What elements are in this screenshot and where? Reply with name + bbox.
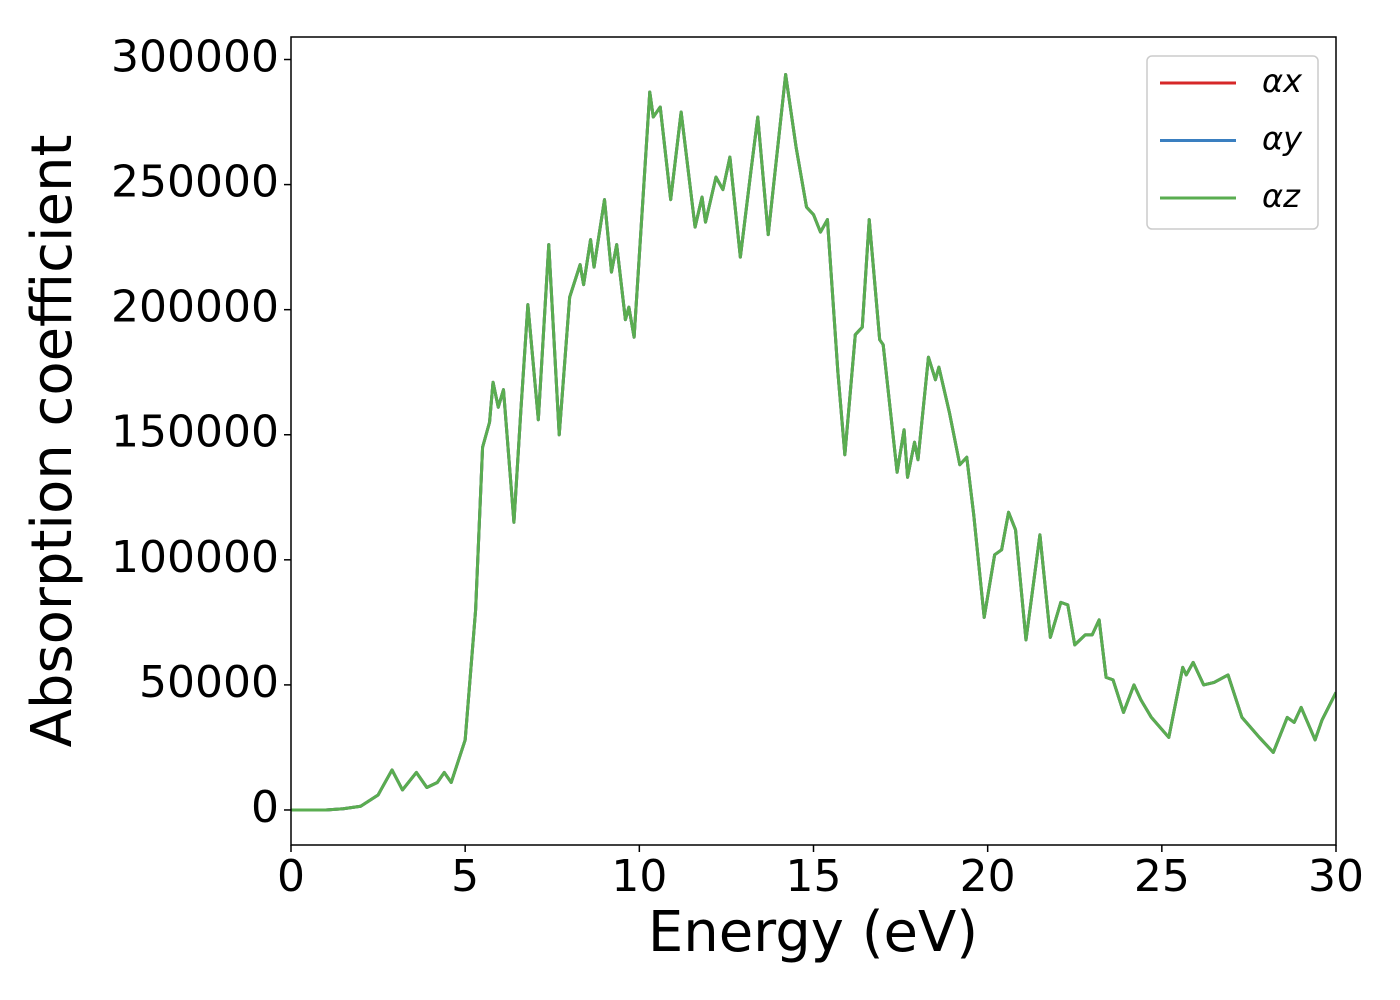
legend-label: αx [1262, 62, 1303, 100]
y-tick-label: 150000 [111, 407, 279, 458]
x-tick-label: 15 [786, 851, 842, 902]
data-line [291, 73, 1336, 812]
legend-box [1146, 55, 1319, 230]
y-tick-label: 250000 [111, 157, 279, 208]
x-tick-label: 20 [960, 851, 1016, 902]
x-tick-label: 25 [1134, 851, 1190, 902]
y-tick-label: 200000 [111, 282, 279, 333]
x-tick-label: 5 [451, 851, 479, 902]
x-tick-label: 10 [611, 851, 667, 902]
y-tick-label: 0 [251, 782, 279, 833]
x-tick-label: 0 [277, 851, 305, 902]
y-tick-label: 300000 [111, 32, 279, 83]
x-tick-label: 30 [1308, 851, 1364, 902]
legend-label: αz [1262, 177, 1301, 215]
x-axis-label: Energy (eV) [648, 900, 978, 965]
y-tick-label: 100000 [111, 532, 279, 583]
legend-label: αy [1262, 120, 1303, 158]
y-tick-label: 50000 [139, 657, 279, 708]
y-axis-label: Absorption coefficient [20, 135, 85, 748]
plot-frame [290, 36, 1337, 846]
